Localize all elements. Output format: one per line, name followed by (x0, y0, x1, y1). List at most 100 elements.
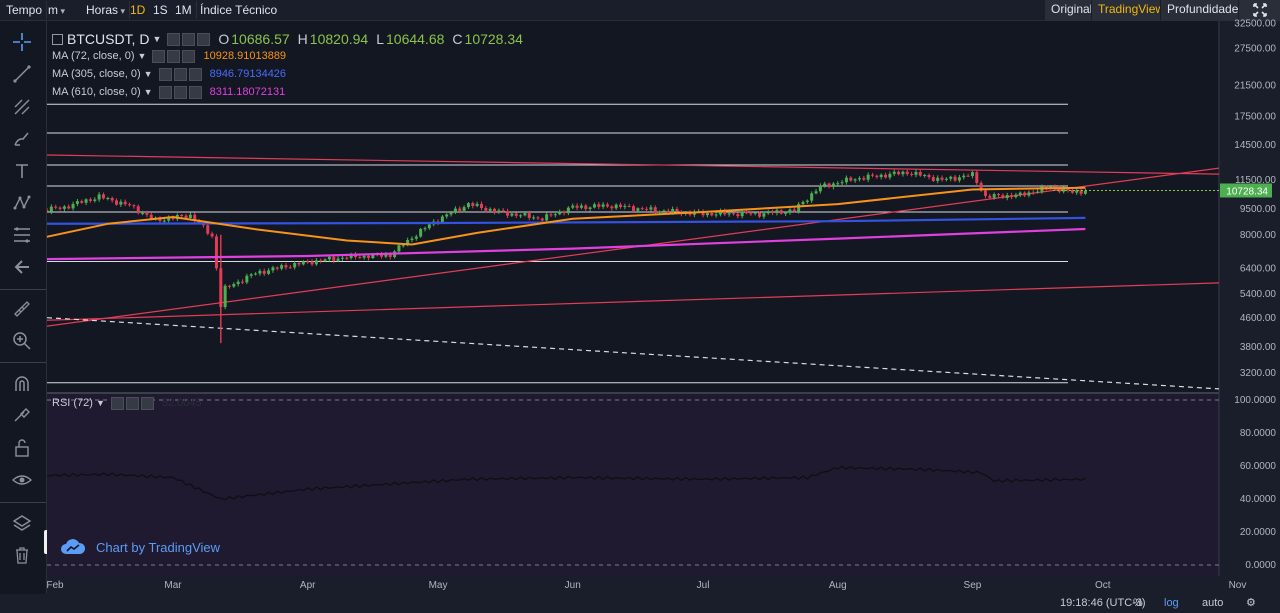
candle-body (1005, 195, 1009, 198)
tradingview-credit[interactable]: Chart by TradingView (60, 537, 220, 557)
candle-body (75, 201, 79, 204)
price-axis-bg (1220, 21, 1280, 594)
layers-icon[interactable] (10, 512, 34, 534)
visibility-icon[interactable] (158, 67, 172, 81)
unlock-icon[interactable] (10, 437, 34, 459)
zoom-in-icon[interactable] (10, 330, 34, 352)
lock-drawing-icon[interactable] (10, 405, 34, 427)
log-toggle[interactable]: log (1164, 597, 1179, 609)
settings-icon[interactable] (167, 32, 181, 46)
rsi-tick-label: 40.0000 (1240, 494, 1277, 505)
candle-body (123, 201, 127, 205)
interval-1m[interactable]: 1M (171, 1, 197, 19)
candle-body (931, 177, 935, 181)
fullscreen-icon[interactable] (1238, 0, 1280, 20)
candle-body (414, 236, 418, 239)
rsi-line (47, 465, 1086, 501)
candle-body (558, 211, 562, 215)
close-icon[interactable] (188, 67, 202, 81)
time-tick-label: Nov (1229, 580, 1247, 591)
trend-line-icon[interactable] (10, 63, 34, 85)
candle-body (666, 210, 670, 213)
candle-body (210, 233, 214, 237)
settings-icon[interactable] (173, 85, 187, 99)
close-icon[interactable] (182, 49, 196, 63)
candle-body (284, 265, 288, 268)
ma305-label[interactable]: MA (305, close, 0) (52, 68, 141, 80)
back-arrow-icon[interactable] (10, 256, 34, 278)
candle-body (106, 197, 110, 199)
minutes-dropdown[interactable]: m (44, 1, 69, 19)
technical-indicator-button[interactable]: Índice Técnico (200, 3, 278, 17)
settings-gear-icon[interactable]: ⚙ (1246, 597, 1256, 609)
symbol-name[interactable]: BTCUSDT, D (67, 31, 150, 47)
trash-icon[interactable] (10, 544, 34, 566)
chevron-down-icon[interactable]: ▼ (95, 398, 105, 408)
candle-body (332, 256, 336, 261)
time-tick-label: Oct (1095, 580, 1111, 591)
visibility-icon[interactable] (152, 49, 166, 63)
text-icon[interactable] (10, 160, 34, 182)
candle-body (853, 179, 857, 181)
settings-icon[interactable] (173, 67, 187, 81)
time-tick-label: Jun (565, 580, 581, 591)
candle-body (249, 274, 253, 276)
candle-body (992, 194, 996, 198)
visibility-icon[interactable] (110, 396, 124, 410)
close-icon[interactable] (140, 396, 154, 410)
view-original[interactable]: Original (1044, 0, 1099, 20)
candle-body (49, 206, 53, 212)
brush-icon[interactable] (10, 128, 34, 150)
candle-body (1027, 192, 1031, 196)
candle-body (1036, 191, 1040, 193)
fib-icon[interactable] (10, 224, 34, 246)
open-label: O (218, 31, 230, 47)
candle-body (471, 203, 475, 206)
rsi-label[interactable]: RSI (72) (52, 397, 93, 409)
candle-body (188, 214, 192, 219)
ruler-icon[interactable] (10, 298, 34, 320)
percent-toggle[interactable]: % (1133, 597, 1143, 609)
chevron-down-icon[interactable]: ▼ (143, 69, 153, 79)
candle-body (254, 273, 258, 275)
fork-icon[interactable] (10, 96, 34, 118)
candle-body (37, 211, 40, 212)
candle-body (1062, 188, 1066, 192)
interval-1s[interactable]: 1S (153, 3, 168, 17)
collapse-icon[interactable] (52, 33, 63, 45)
time-tick-label: Feb (46, 580, 64, 591)
settings-icon[interactable] (167, 49, 181, 63)
source-icon[interactable] (182, 32, 196, 46)
price-tick-label: 8000.00 (1240, 230, 1277, 241)
low-value: 10644.68 (386, 31, 445, 47)
chevron-down-icon[interactable]: ▼ (143, 87, 153, 97)
auto-toggle[interactable]: auto (1202, 597, 1224, 609)
candle-body (640, 208, 644, 210)
candle-body (836, 183, 840, 185)
view-tradingview[interactable]: TradingView (1091, 0, 1171, 20)
chevron-down-icon[interactable]: ▼ (152, 34, 162, 44)
candle-body (627, 206, 631, 208)
crosshair-icon[interactable] (10, 31, 34, 53)
price-tick-label: 3800.00 (1240, 342, 1277, 353)
view-depth[interactable]: Profundidade (1160, 0, 1245, 20)
close-icon[interactable] (188, 85, 202, 99)
candle-body (714, 214, 718, 216)
close-icon[interactable] (197, 32, 211, 46)
pattern-icon[interactable] (10, 192, 34, 214)
rsi-tick-label: 60.0000 (1240, 461, 1277, 472)
candle-body (897, 171, 901, 175)
rsi-pane-bg (47, 394, 1219, 576)
ma72-label[interactable]: MA (72, close, 0) (52, 50, 135, 62)
interval-1d[interactable]: 1D (130, 3, 146, 17)
candle-body (475, 203, 479, 206)
hours-dropdown[interactable]: Horas (82, 1, 131, 19)
eye-icon[interactable] (10, 469, 34, 491)
candle-body (949, 176, 953, 179)
chevron-down-icon[interactable]: ▼ (137, 51, 147, 61)
visibility-icon[interactable] (158, 85, 172, 99)
magnet-icon[interactable] (10, 373, 34, 395)
settings-icon[interactable] (125, 396, 139, 410)
ma610-label[interactable]: MA (610, close, 0) (52, 86, 141, 98)
